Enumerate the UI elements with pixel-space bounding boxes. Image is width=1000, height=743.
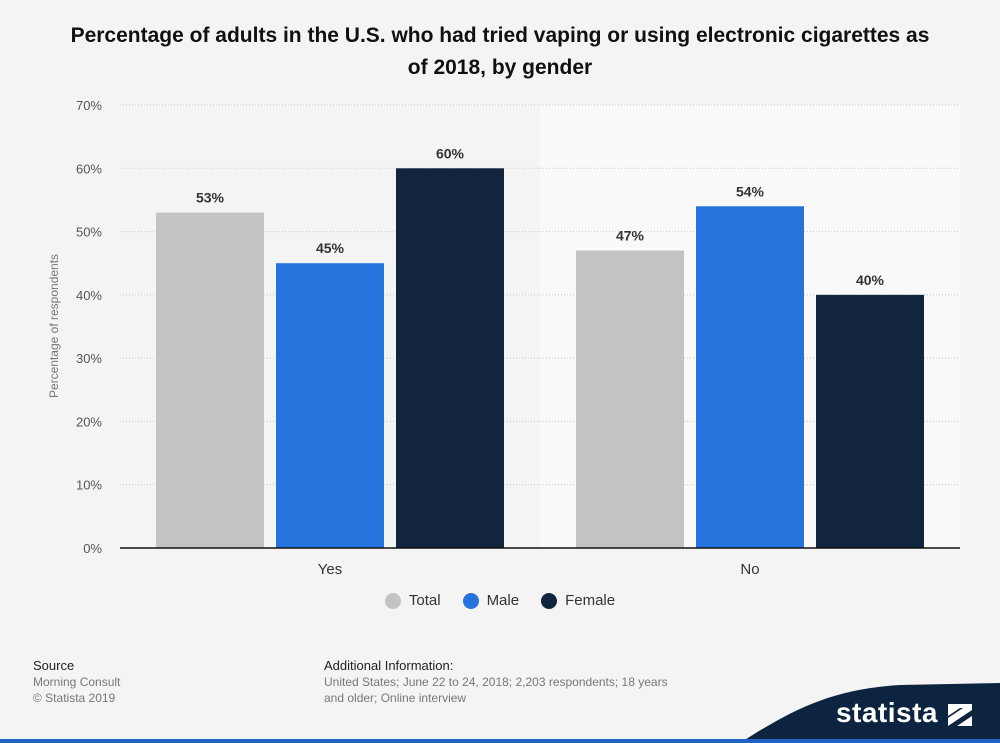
bar-chart: 0% 10% 20% 30% 40% 50% 60% 70% Percentage of res… [47, 98, 960, 578]
brand-wordmark: statista [835, 697, 938, 728]
statista-logo-icon [948, 704, 972, 726]
bar-male-yes [276, 263, 384, 548]
data-label: 45% [316, 240, 345, 256]
x-tick-label: No [740, 561, 759, 578]
additional-info-heading: Additional Information: [324, 658, 454, 673]
legend: Total Male Female [0, 592, 1000, 609]
y-tick-label: 30% [76, 351, 102, 366]
source-heading: Source [33, 658, 75, 673]
legend-item-female[interactable]: Female [541, 592, 615, 609]
y-tick-label: 70% [76, 98, 102, 113]
legend-item-total[interactable]: Total [384, 592, 441, 609]
source-line[interactable]: Morning Consult [33, 675, 121, 689]
y-tick-label: 0% [83, 541, 102, 556]
y-tick-label: 20% [76, 414, 102, 429]
y-tick-label: 10% [76, 478, 102, 493]
additional-info-text: United States; June 22 to 24, 2018; 2,20… [324, 675, 668, 705]
copyright-line: © Statista 2019 [33, 691, 116, 705]
legend-swatch-total [384, 592, 401, 609]
x-tick-label: Yes [318, 561, 342, 578]
legend-swatch-female [541, 592, 558, 609]
y-tick-label: 60% [76, 161, 102, 176]
data-label: 60% [436, 145, 465, 161]
bar-male-no [696, 206, 804, 548]
additional-info-block: Additional Information: United States; J… [324, 658, 684, 706]
data-label: 40% [856, 272, 885, 288]
data-label: 53% [196, 190, 225, 206]
legend-label-female: Female [565, 592, 616, 609]
legend-label-male: Male [486, 592, 520, 609]
data-label: 54% [736, 183, 765, 199]
data-label: 47% [616, 228, 645, 244]
bottom-accent-bar [0, 739, 1000, 743]
legend-swatch-male [462, 592, 479, 609]
bar-total-yes [156, 212, 264, 549]
legend-item-male[interactable]: Male [462, 592, 520, 609]
chart-title: Percentage of adults in the U.S. who had… [70, 24, 930, 79]
source-block: Source Morning Consult © Statista 2019 [33, 658, 120, 706]
bar-female-yes [396, 168, 504, 549]
bar-female-no [816, 294, 924, 548]
bar-total-no [576, 250, 684, 549]
y-axis-label: Percentage of respondents [47, 254, 61, 398]
brand-banner [740, 683, 1000, 743]
legend-label-total: Total [408, 592, 441, 609]
y-tick-label: 40% [76, 288, 102, 303]
statista-brand[interactable]: statista [700, 681, 1000, 743]
y-tick-label: 50% [76, 225, 102, 240]
